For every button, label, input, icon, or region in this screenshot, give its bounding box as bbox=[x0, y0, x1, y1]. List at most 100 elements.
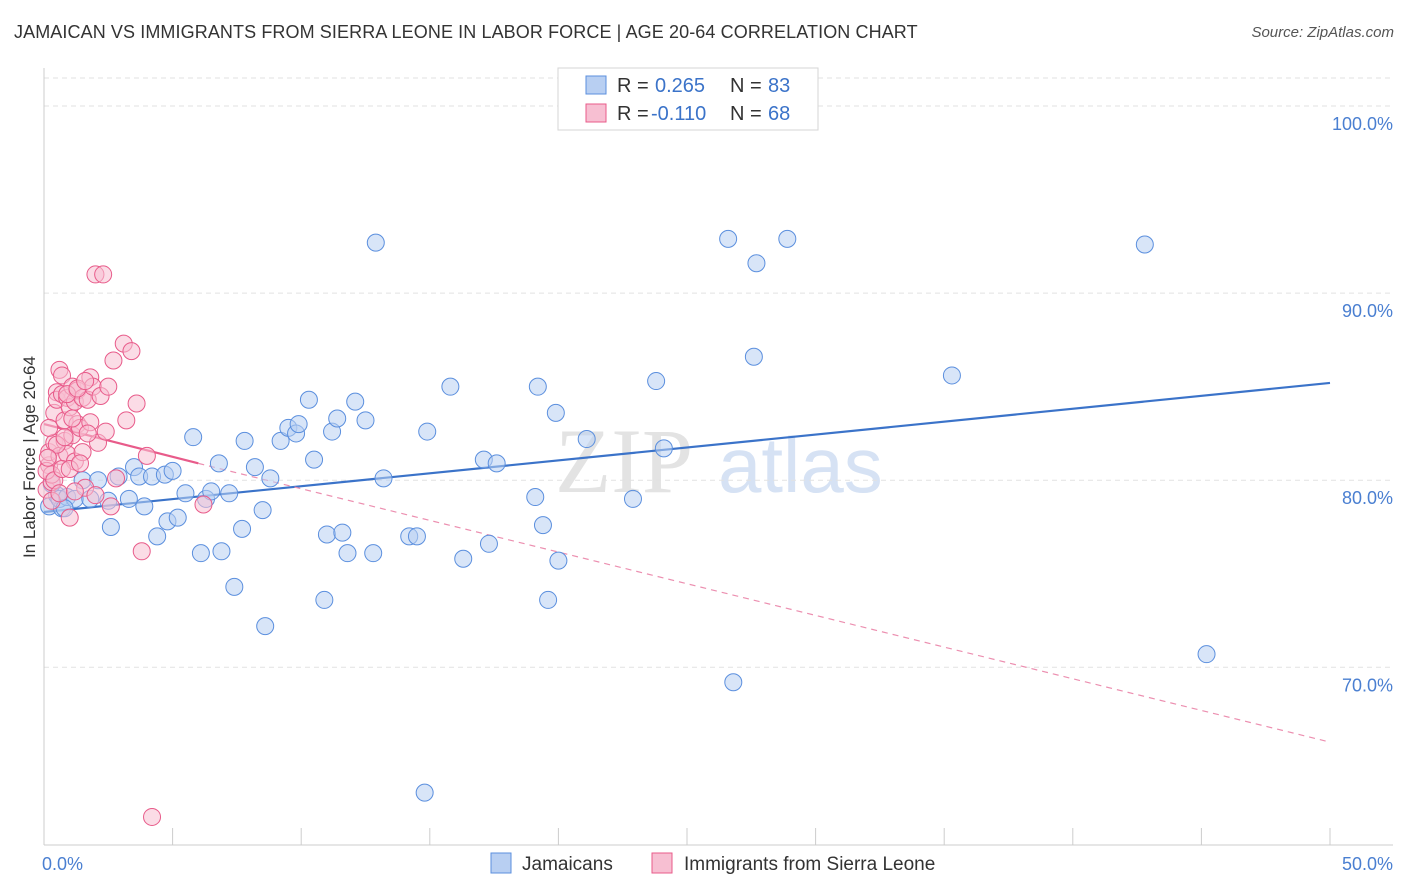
point-jamaican bbox=[191, 544, 210, 563]
point-sierra-leone bbox=[99, 377, 118, 396]
trend-line-sierra-leone-dashed bbox=[198, 462, 1331, 743]
point-jamaican bbox=[1197, 645, 1216, 664]
point-jamaican bbox=[479, 534, 498, 553]
legend-swatch-pink bbox=[585, 103, 607, 123]
point-jamaican bbox=[546, 403, 565, 422]
chart-title: JAMAICAN VS IMMIGRANTS FROM SIERRA LEONE… bbox=[14, 22, 918, 42]
point-jamaican bbox=[333, 523, 352, 542]
trend-line-jamaicans bbox=[43, 381, 1331, 514]
point-jamaican bbox=[256, 617, 275, 636]
point-jamaican bbox=[623, 489, 642, 508]
data-points bbox=[37, 229, 1216, 826]
point-jamaican bbox=[305, 450, 324, 469]
point-sierra-leone bbox=[117, 411, 136, 430]
legend-r-label-1: R = bbox=[617, 75, 649, 97]
point-sierra-leone bbox=[38, 448, 57, 467]
point-jamaican bbox=[724, 673, 743, 692]
x-ticks bbox=[43, 828, 1331, 845]
point-jamaican bbox=[454, 549, 473, 568]
point-jamaican bbox=[338, 544, 357, 563]
legend-r-value-1: 0.265 bbox=[655, 75, 705, 97]
point-jamaican bbox=[719, 229, 738, 248]
legend-r-value-2: -0.110 bbox=[651, 103, 706, 125]
point-sierra-leone bbox=[63, 409, 82, 428]
point-jamaican bbox=[418, 422, 437, 441]
point-jamaican bbox=[356, 411, 375, 430]
y-tick-labels: 70.0% 80.0% 90.0% 100.0% bbox=[1332, 114, 1393, 695]
legend-n-label-1: N = bbox=[730, 75, 762, 97]
point-jamaican bbox=[942, 366, 961, 385]
point-jamaican bbox=[328, 409, 347, 428]
point-sierra-leone bbox=[55, 428, 74, 447]
point-jamaican bbox=[526, 488, 545, 507]
series-legend-swatch-jamaicans bbox=[490, 852, 512, 874]
point-jamaican bbox=[315, 590, 334, 609]
point-jamaican bbox=[209, 454, 228, 473]
point-jamaican bbox=[647, 372, 666, 391]
point-jamaican bbox=[744, 347, 763, 366]
series-legend-swatch-sierra-leone bbox=[651, 852, 673, 874]
point-jamaican bbox=[148, 527, 167, 546]
source-label: Source: ZipAtlas.com bbox=[1251, 24, 1394, 41]
point-jamaican bbox=[289, 415, 308, 434]
point-sierra-leone bbox=[94, 265, 113, 284]
point-jamaican bbox=[549, 551, 568, 570]
x-tick-label-max: 50.0% bbox=[1342, 854, 1393, 874]
point-jamaican bbox=[528, 377, 547, 396]
point-jamaican bbox=[135, 497, 154, 516]
correlation-legend: R = 0.265 N = 83 R = -0.110 N = 68 bbox=[557, 67, 819, 131]
point-jamaican bbox=[407, 527, 426, 546]
watermark-zip: ZIP bbox=[555, 410, 693, 512]
point-jamaican bbox=[176, 484, 195, 503]
point-jamaican bbox=[366, 233, 385, 252]
watermark-atlas: atlas bbox=[718, 421, 883, 509]
point-sierra-leone bbox=[127, 394, 146, 413]
point-jamaican bbox=[163, 461, 182, 480]
point-sierra-leone bbox=[86, 486, 105, 505]
point-jamaican bbox=[299, 390, 318, 409]
series-legend-label-jamaicans: Jamaicans bbox=[522, 854, 613, 875]
point-sierra-leone bbox=[60, 508, 79, 527]
legend-r-label-2: R = bbox=[617, 103, 649, 125]
point-jamaican bbox=[441, 377, 460, 396]
point-jamaican bbox=[778, 229, 797, 248]
point-jamaican bbox=[374, 469, 393, 488]
point-sierra-leone bbox=[76, 372, 95, 391]
point-sierra-leone bbox=[107, 469, 126, 488]
point-jamaican bbox=[261, 469, 280, 488]
x-tick-label-min: 0.0% bbox=[42, 854, 83, 874]
point-sierra-leone bbox=[96, 422, 115, 441]
point-jamaican bbox=[654, 439, 673, 458]
series-legend-label-sierra-leone: Immigrants from Sierra Leone bbox=[684, 854, 935, 875]
point-jamaican bbox=[220, 484, 239, 503]
point-sierra-leone bbox=[104, 351, 123, 370]
point-jamaican bbox=[245, 458, 264, 477]
point-jamaican bbox=[225, 577, 244, 596]
point-sierra-leone bbox=[101, 497, 120, 516]
point-jamaican bbox=[533, 516, 552, 535]
point-jamaican bbox=[184, 428, 203, 447]
y-tick-label: 100.0% bbox=[1332, 114, 1393, 134]
point-sierra-leone bbox=[50, 484, 69, 503]
point-jamaican bbox=[487, 454, 506, 473]
point-sierra-leone bbox=[122, 342, 141, 361]
point-jamaican bbox=[539, 590, 558, 609]
point-sierra-leone bbox=[53, 366, 72, 385]
point-jamaican bbox=[168, 508, 187, 527]
series-legend: Jamaicans Immigrants from Sierra Leone bbox=[490, 852, 935, 875]
point-sierra-leone bbox=[71, 454, 90, 473]
y-tick-label: 70.0% bbox=[1342, 675, 1393, 695]
legend-n-value-1: 83 bbox=[768, 75, 790, 97]
point-sierra-leone bbox=[65, 482, 84, 501]
point-jamaican bbox=[577, 430, 596, 449]
point-jamaican bbox=[235, 431, 254, 450]
point-sierra-leone bbox=[143, 807, 162, 826]
point-sierra-leone bbox=[40, 418, 59, 437]
point-jamaican bbox=[212, 542, 231, 561]
point-jamaican bbox=[233, 519, 252, 538]
point-jamaican bbox=[317, 525, 336, 544]
point-jamaican bbox=[119, 489, 138, 508]
point-jamaican bbox=[253, 501, 272, 520]
point-jamaican bbox=[346, 392, 365, 411]
